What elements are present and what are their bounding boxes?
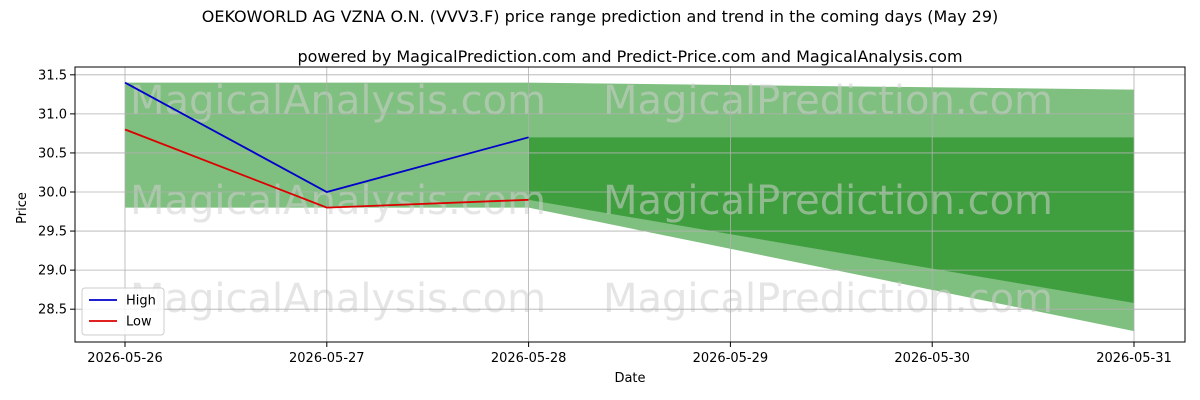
y-tick-label: 28.5 [38, 303, 67, 318]
x-tick-label: 2026-05-26 [87, 351, 163, 366]
y-axis-label: Price [15, 192, 30, 224]
x-tick-label: 2026-05-29 [693, 351, 769, 366]
x-tick-label: 2026-05-28 [491, 351, 567, 366]
x-tick-label: 2026-05-30 [894, 351, 970, 366]
y-axis-ticks: 28.5 29.0 29.5 30.0 30.5 31.0 31.5 [38, 68, 75, 318]
chart-subtitle: powered by MagicalPrediction.com and Pre… [297, 47, 962, 66]
watermark-text: MagicalPrediction.com [603, 78, 1053, 124]
watermark-text: MagicalAnalysis.com [130, 78, 546, 124]
y-tick-label: 29.0 [38, 264, 67, 279]
y-tick-label: 30.5 [38, 146, 67, 161]
legend-label-low: Low [126, 315, 152, 330]
watermark-text: MagicalPrediction.com [603, 178, 1053, 224]
watermark-text: MagicalAnalysis.com [130, 276, 546, 322]
y-tick-label: 31.5 [38, 68, 67, 83]
y-tick-label: 29.5 [38, 225, 67, 240]
x-axis-label: Date [614, 371, 645, 386]
y-tick-label: 30.0 [38, 186, 67, 201]
legend: High Low [81, 287, 165, 336]
y-tick-label: 31.0 [38, 107, 67, 122]
x-tick-label: 2026-05-31 [1096, 351, 1172, 366]
watermark-text: MagicalPrediction.com [603, 276, 1053, 322]
band-prediction-inner [528, 137, 1134, 303]
chart-title: OEKOWORLD AG VZNA O.N. (VVV3.F) price ra… [202, 7, 999, 26]
legend-label-high: High [126, 294, 156, 309]
x-tick-label: 2026-05-27 [289, 351, 365, 366]
plot-frame [74, 66, 1186, 343]
x-axis-ticks: 2026-05-26 2026-05-27 2026-05-28 2026-05-29… [87, 342, 1172, 366]
series-line-high [124, 81, 529, 193]
grid [75, 67, 1185, 342]
series-line-low [124, 128, 529, 209]
series-lines [124, 81, 529, 209]
